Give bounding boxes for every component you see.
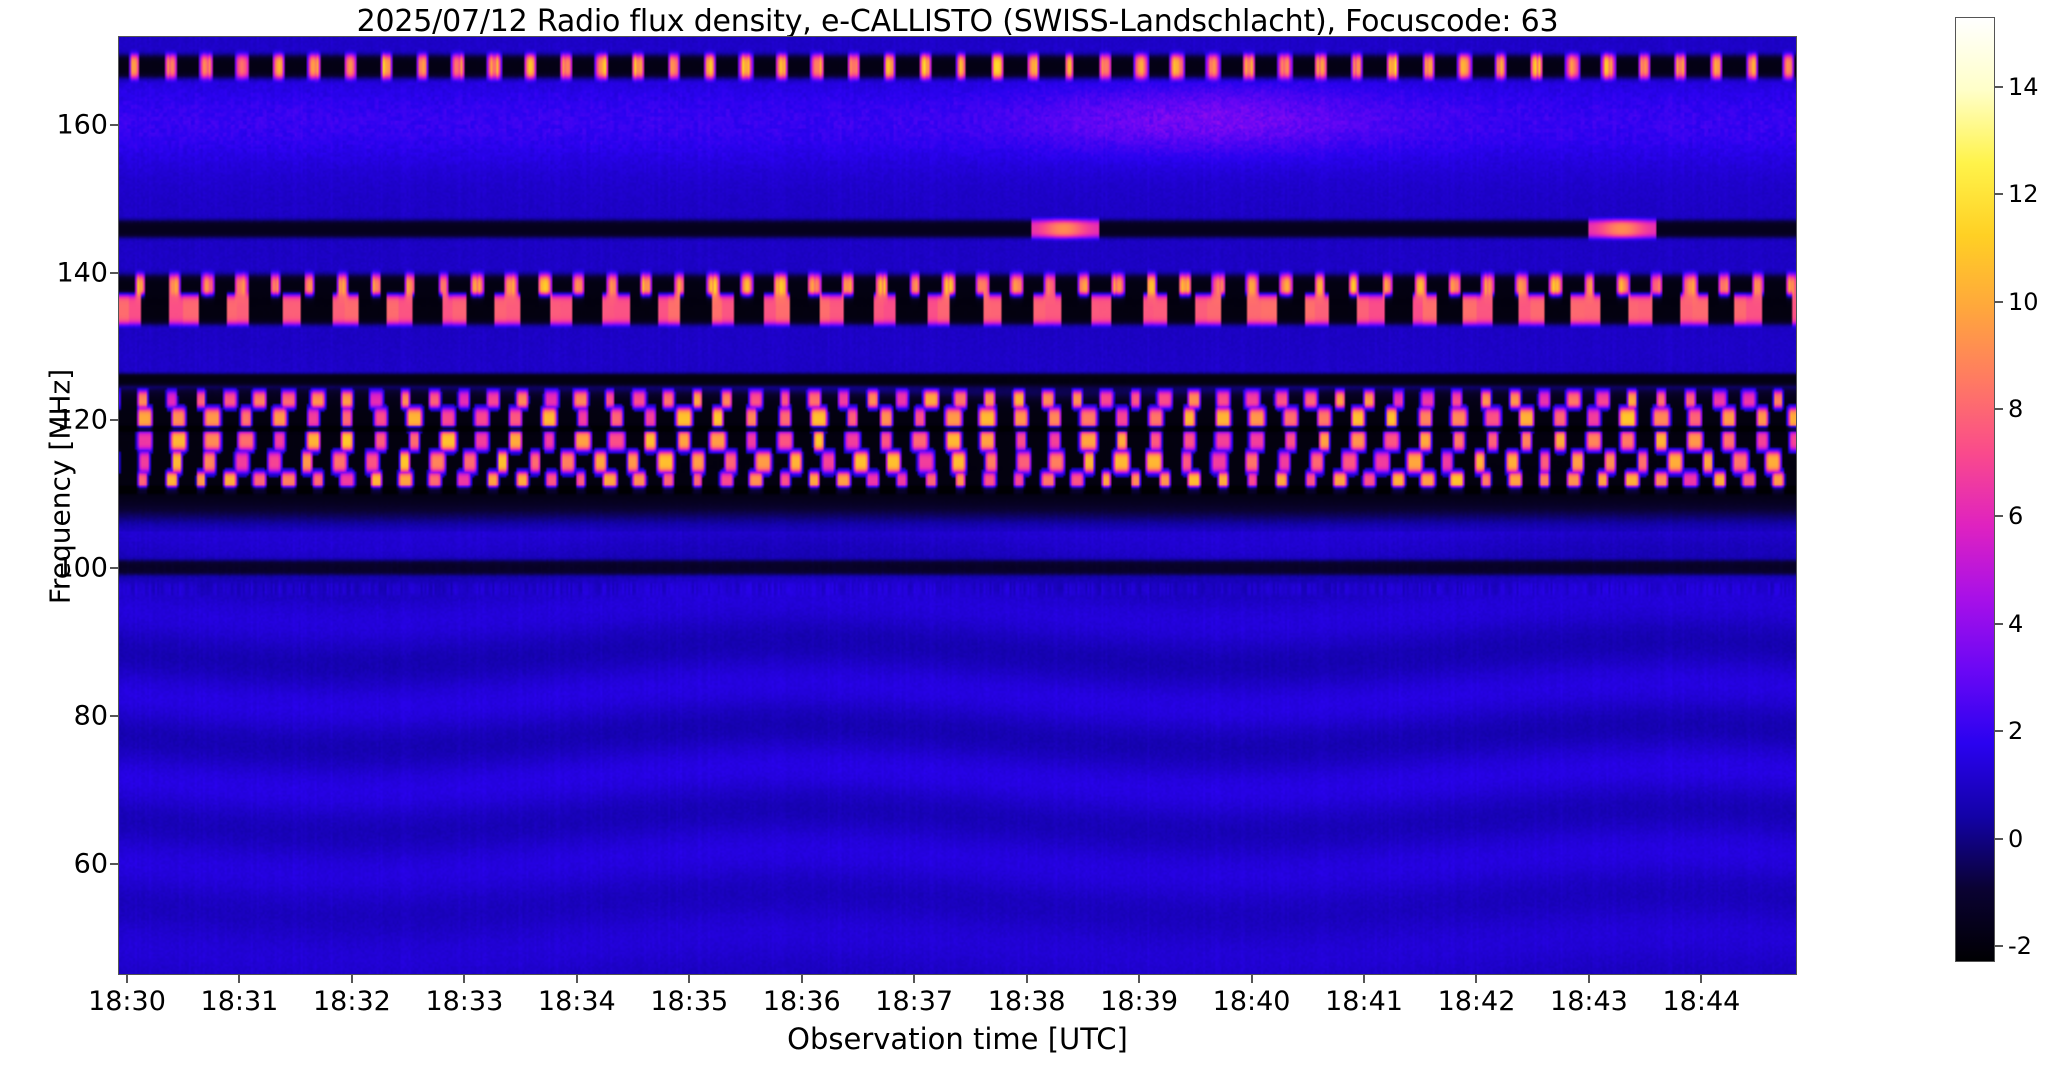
x-tick-label: 18:43 [1550, 986, 1628, 1017]
y-tick-label: 100 [56, 552, 108, 584]
y-tick-mark [110, 863, 118, 866]
x-tick-mark [1587, 975, 1590, 983]
x-tick-label: 18:41 [1325, 986, 1403, 1017]
x-tick-mark [913, 975, 916, 983]
x-tick-label: 18:34 [537, 986, 616, 1017]
x-tick-mark [575, 975, 578, 983]
y-axis-label: Frequency [MHz] [43, 368, 77, 605]
y-tick-label: 80 [73, 700, 108, 732]
x-tick-label: 18:42 [1437, 986, 1516, 1017]
x-tick-label: 18:44 [1662, 986, 1741, 1017]
colorbar-tick-mark [1995, 515, 2003, 518]
colorbar-tick-mark [1995, 407, 2003, 410]
colorbar-tick-mark [1995, 837, 2003, 840]
x-tick-mark [1025, 975, 1028, 983]
y-tick-mark [110, 715, 118, 718]
x-tick-label: 18:33 [425, 986, 504, 1017]
page-title: 2025/07/12 Radio flux density, e-CALLIST… [356, 4, 1559, 39]
colorbar-tick-label: 0 [2008, 824, 2024, 853]
colorbar-tick-mark [1995, 944, 2003, 947]
colorbar-tick-label: -2 [2008, 931, 2032, 960]
x-tick-mark [1700, 975, 1703, 983]
x-axis-label: Observation time [UTC] [787, 1022, 1128, 1056]
colorbar-tick-mark [1995, 85, 2003, 88]
x-tick-mark [238, 975, 241, 983]
colorbar-gradient [1955, 17, 1995, 962]
colorbar-tick-mark [1995, 622, 2003, 625]
x-tick-label: 18:36 [762, 986, 841, 1017]
x-tick-label: 18:38 [987, 986, 1066, 1017]
x-tick-label: 18:39 [1100, 986, 1179, 1017]
colorbar-tick-label: 6 [2008, 502, 2024, 531]
colorbar [1955, 17, 1995, 962]
y-tick-label: 60 [73, 848, 108, 880]
colorbar-tick-label: 10 [2008, 287, 2039, 316]
x-tick-mark [350, 975, 353, 983]
x-tick-mark [463, 975, 466, 983]
y-tick-label: 160 [56, 109, 108, 141]
y-tick-mark [110, 419, 118, 422]
x-tick-mark [125, 975, 128, 983]
y-tick-label: 120 [56, 404, 108, 436]
x-tick-label: 18:31 [200, 986, 279, 1017]
colorbar-tick-mark [1995, 193, 2003, 196]
spectrogram-axes [118, 36, 1797, 975]
x-tick-mark [800, 975, 803, 983]
x-tick-mark [1363, 975, 1366, 983]
x-tick-label: 18:32 [313, 986, 391, 1017]
colorbar-tick-label: 14 [2008, 72, 2039, 101]
y-tick-mark [110, 271, 118, 274]
colorbar-tick-mark [1995, 730, 2003, 733]
x-tick-mark [1250, 975, 1253, 983]
colorbar-tick-mark [1995, 300, 2003, 303]
colorbar-tick-label: 2 [2008, 717, 2024, 746]
x-tick-label: 18:40 [1212, 986, 1291, 1017]
colorbar-tick-label: 12 [2008, 180, 2039, 209]
x-tick-mark [688, 975, 691, 983]
x-tick-label: 18:30 [88, 986, 166, 1017]
x-tick-mark [1475, 975, 1478, 983]
y-tick-mark [110, 567, 118, 570]
y-tick-mark [110, 123, 118, 126]
x-tick-label: 18:37 [875, 986, 954, 1017]
x-tick-label: 18:35 [650, 986, 729, 1017]
colorbar-tick-label: 8 [2008, 394, 2024, 423]
y-tick-label: 140 [56, 257, 108, 289]
colorbar-tick-label: 4 [2008, 609, 2024, 638]
x-tick-mark [1138, 975, 1141, 983]
spectrogram-image [119, 37, 1796, 974]
